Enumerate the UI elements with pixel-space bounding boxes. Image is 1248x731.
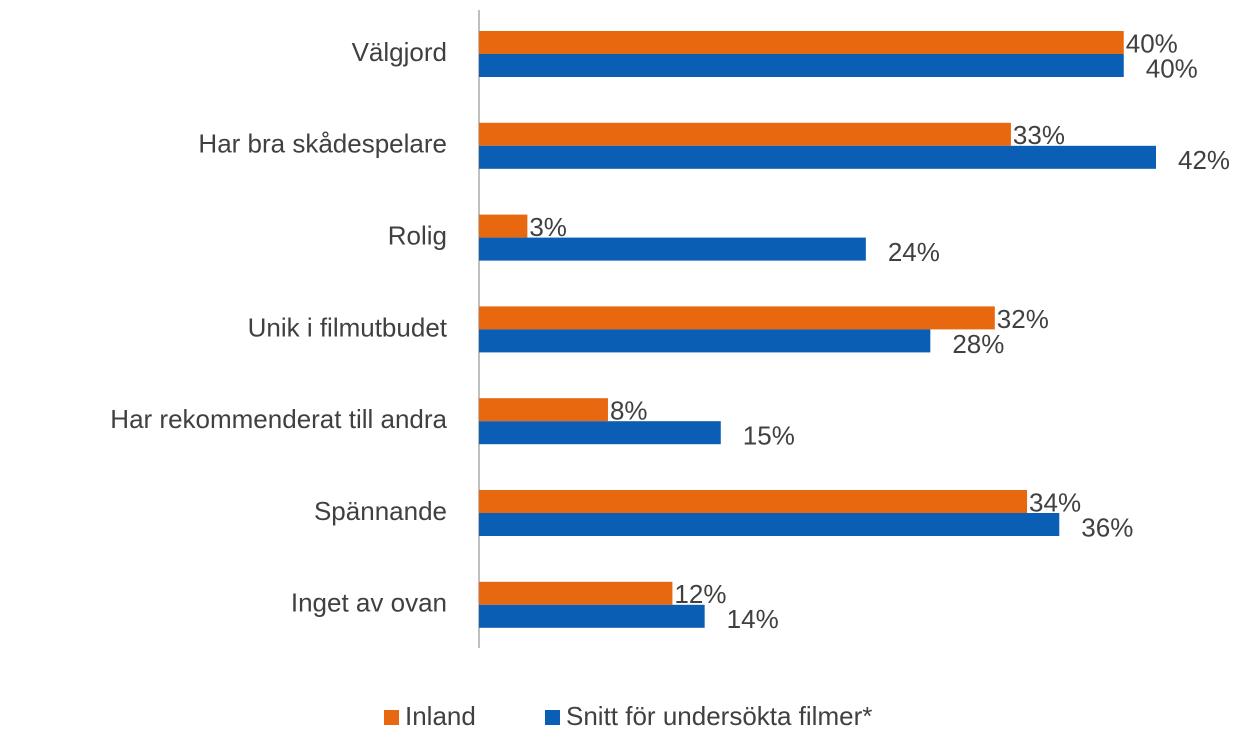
- bar: [479, 214, 528, 238]
- bar: [479, 581, 673, 605]
- legend-label: Inland: [405, 701, 476, 731]
- bar: [479, 490, 1028, 513]
- data-label: 28%: [952, 329, 1004, 359]
- y-tick-label: Har rekommenderat till andra: [110, 404, 447, 434]
- bar: [479, 329, 931, 353]
- data-label: 24%: [888, 237, 940, 267]
- data-label: 32%: [997, 304, 1049, 334]
- data-label: 40%: [1126, 28, 1178, 58]
- data-label: 12%: [674, 579, 726, 609]
- data-label: 42%: [1178, 145, 1230, 175]
- bar: [479, 54, 1124, 77]
- data-label: 33%: [1013, 120, 1065, 150]
- bar: [479, 237, 866, 261]
- bar: [479, 122, 1011, 146]
- bar: [479, 398, 608, 422]
- bar: [479, 421, 721, 445]
- y-tick-label: Unik i filmutbudet: [248, 312, 448, 342]
- bar: [479, 513, 1060, 536]
- bar: [479, 145, 1156, 169]
- data-label: 40%: [1146, 53, 1198, 83]
- y-tick-label: Inget av ovan: [291, 588, 447, 618]
- data-label: 34%: [1029, 487, 1081, 517]
- data-label: 3%: [529, 212, 567, 242]
- data-label: 15%: [743, 421, 795, 451]
- y-tick-label: Har bra skådespelare: [198, 129, 447, 159]
- bar: [479, 31, 1124, 54]
- data-label: 14%: [727, 604, 779, 634]
- bar: [479, 604, 705, 628]
- legend-swatch: [545, 710, 560, 725]
- legend-swatch: [384, 710, 399, 725]
- bar: [479, 306, 995, 330]
- y-tick-label: Rolig: [388, 220, 447, 250]
- y-tick-label: Välgjord: [352, 37, 447, 67]
- y-tick-label: Spännande: [314, 496, 447, 526]
- legend-label: Snitt för undersökta filmer*: [566, 701, 872, 731]
- data-label: 36%: [1081, 512, 1133, 542]
- data-label: 8%: [610, 396, 648, 426]
